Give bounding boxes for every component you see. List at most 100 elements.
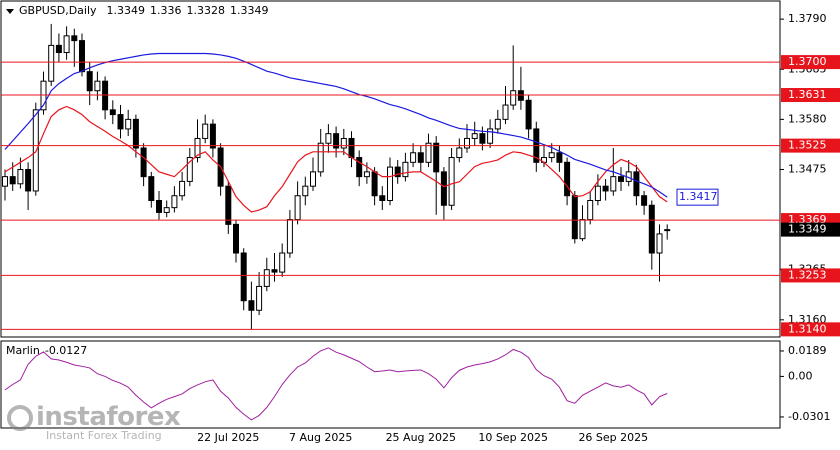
- ma-label-box: [676, 188, 719, 206]
- candle-body: [440, 171, 447, 206]
- watermark-tagline: Instant Forex Trading: [46, 429, 162, 442]
- candle-body: [410, 152, 417, 163]
- moving-average: [4, 105, 668, 213]
- candle-body: [233, 223, 239, 254]
- indicator-frame: [0, 340, 781, 429]
- level-label: 1.3631: [788, 88, 827, 101]
- candle-body: [610, 176, 617, 192]
- candle-body: [433, 142, 440, 173]
- candle-body: [348, 137, 355, 159]
- candle-body: [163, 207, 170, 213]
- candle-body: [48, 44, 55, 82]
- candle-body: [340, 137, 347, 149]
- candle-body: [317, 142, 324, 173]
- candle-body: [79, 40, 85, 73]
- candle-body: [194, 137, 201, 159]
- price-label: 1.3349: [788, 223, 827, 236]
- candle-body: [156, 200, 162, 213]
- candle-body: [579, 219, 586, 240]
- candle-body: [279, 252, 286, 273]
- candle-body: [286, 219, 293, 254]
- indicator-header: Marlin -0.0127: [6, 344, 87, 357]
- level-label-box: [781, 88, 840, 103]
- candle-body: [9, 176, 16, 185]
- candle-body: [641, 195, 648, 206]
- y-tick-label: -0.0301: [788, 410, 830, 423]
- level-label-box: [781, 55, 840, 70]
- ohlc-close: 1.3349: [230, 4, 269, 17]
- x-tick-label: 25 Aug 2025: [386, 431, 456, 444]
- candle-body: [302, 185, 309, 197]
- y-tick-label: 0.0189: [788, 344, 827, 357]
- x-tick-label: 26 Sep 2025: [578, 431, 648, 444]
- candle-body: [132, 118, 139, 149]
- candle-body: [356, 157, 363, 178]
- y-tick-label: 1.3580: [788, 112, 827, 125]
- candle-body: [363, 171, 370, 178]
- watermark-logo: [7, 405, 33, 431]
- x-tick-label: 10 Sep 2025: [478, 431, 548, 444]
- candle-body: [2, 176, 8, 187]
- ohlc-open: 1.3349: [106, 4, 146, 17]
- candle-body: [417, 152, 424, 163]
- candle-body: [263, 269, 270, 287]
- y-tick-label: 0.00: [788, 369, 813, 382]
- ma-label: 1.3417: [679, 190, 718, 203]
- y-tick-label: 1.3790: [788, 12, 827, 25]
- y-tick-label: 1.3475: [788, 162, 827, 175]
- candle-body: [310, 171, 316, 187]
- candle-body: [125, 118, 132, 130]
- candle-body: [656, 233, 663, 254]
- candle-body: [394, 166, 401, 178]
- candle-body: [571, 195, 578, 240]
- candle-body: [148, 176, 155, 202]
- candle-body: [140, 147, 147, 178]
- candle-body: [209, 123, 216, 149]
- candle-body: [17, 168, 24, 185]
- candle-body: [510, 90, 517, 106]
- candle-body: [371, 171, 378, 197]
- menu-triangle: [6, 9, 14, 14]
- level-label-box: [781, 268, 840, 283]
- price-label-box: [781, 222, 840, 237]
- candle-body: [271, 269, 278, 273]
- candle-body: [25, 168, 32, 192]
- level-label: 1.3525: [788, 139, 827, 152]
- indicator-line: [4, 347, 668, 421]
- level-label: 1.3140: [788, 322, 827, 335]
- candle-body: [479, 133, 486, 144]
- ohlc-low: 1.3328: [186, 4, 226, 17]
- candle-body: [464, 137, 470, 149]
- candle-body: [63, 35, 70, 54]
- candle-body: [664, 229, 671, 232]
- candle-body: [94, 80, 101, 92]
- candle-body: [387, 166, 393, 202]
- candle-body: [556, 152, 563, 163]
- candle-body: [55, 44, 62, 54]
- x-tick-label: 7 Aug 2025: [289, 431, 352, 444]
- candle-body: [402, 161, 409, 178]
- candle-body: [448, 157, 455, 206]
- candle-body: [248, 300, 255, 311]
- candle-body: [494, 118, 501, 130]
- candle-body: [86, 71, 93, 92]
- candle-body: [225, 185, 232, 225]
- candle-body: [425, 142, 432, 163]
- ohlc-high: 1.336: [150, 4, 182, 17]
- candle-body: [487, 128, 494, 144]
- candle-body: [294, 195, 301, 221]
- candle-body: [240, 252, 247, 302]
- symbol: GBPUSD,Daily: [19, 4, 97, 17]
- candle-body: [602, 185, 609, 192]
- candle-body: [171, 195, 178, 209]
- candle-body: [256, 285, 263, 311]
- candle-body: [202, 123, 209, 139]
- candle-body: [633, 171, 640, 197]
- level-label-box: [781, 138, 840, 153]
- candle-body: [179, 180, 186, 197]
- candle-body: [379, 195, 386, 202]
- indicator-value: -0.0127: [44, 344, 88, 357]
